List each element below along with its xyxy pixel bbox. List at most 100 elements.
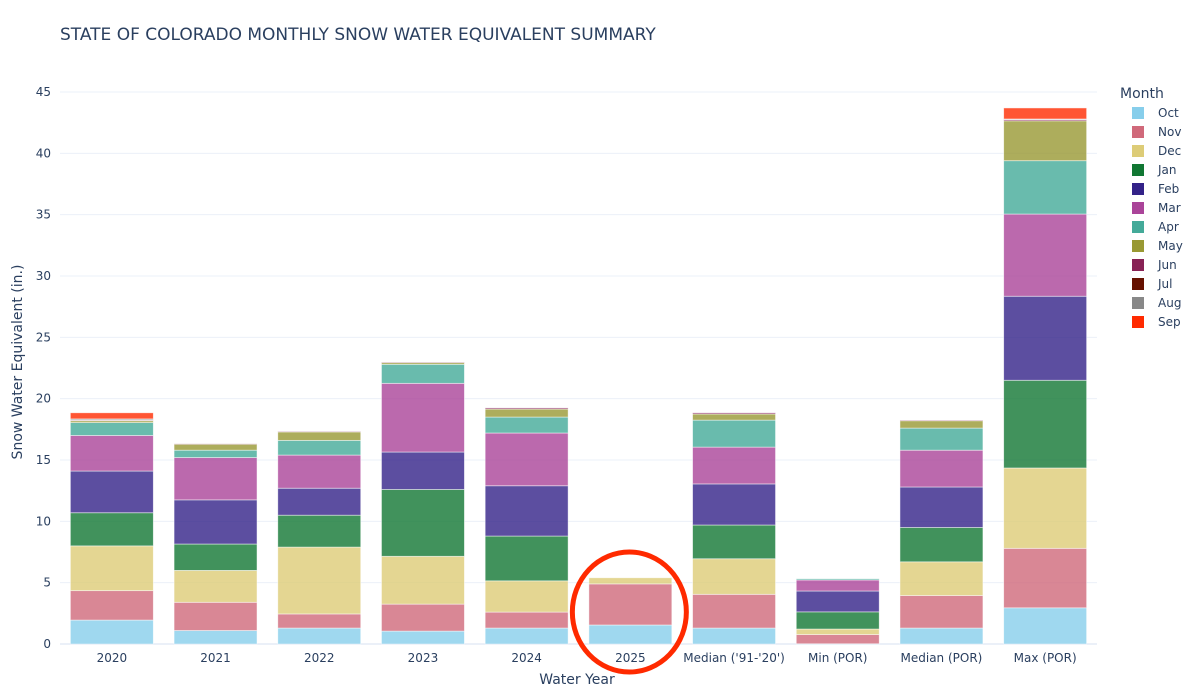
legend-item-apr[interactable]: Apr [1132,220,1179,234]
bar-segment-apr[interactable] [69,422,154,436]
bar-segment-feb[interactable] [795,590,880,613]
bar-segment-jan[interactable] [381,489,465,557]
legend-item-jun[interactable]: Jun [1132,258,1177,272]
bar-segment-nov[interactable] [1003,547,1088,609]
y-tick-label: 45 [36,85,51,99]
bar-segment-nov[interactable] [899,595,984,629]
y-tick-label: 15 [36,453,51,467]
bar-segment-apr[interactable] [381,363,465,384]
bar-segment-oct[interactable] [484,627,569,645]
legend-item-jan[interactable]: Jan [1132,163,1177,177]
bar-segment-jun[interactable] [899,419,984,422]
bar-segment-oct[interactable] [381,630,465,645]
bar-segment-sep[interactable] [1003,107,1088,120]
bar-segment-mar[interactable] [173,457,258,501]
bar-segment-jun[interactable] [692,412,776,415]
legend-item-mar[interactable]: Mar [1132,201,1181,215]
legend-label: Dec [1158,144,1181,158]
bar-segment-dec[interactable] [588,577,673,585]
bar-segment-nov[interactable] [795,634,880,645]
bar-segment-feb[interactable] [381,451,465,490]
bar-segment-oct[interactable] [277,627,362,645]
bar-segment-jan[interactable] [795,611,880,630]
bar-segment-dec[interactable] [173,570,258,603]
bar-segment-nov[interactable] [277,613,362,629]
bar-segment-nov[interactable] [692,593,776,629]
bar-segment-may[interactable] [484,408,569,418]
bar-segment-apr[interactable] [277,439,362,456]
bar-segment-feb[interactable] [484,485,569,537]
legend-item-feb[interactable]: Feb [1132,182,1179,196]
legend-label: Feb [1158,182,1179,196]
bar-segment-dec[interactable] [795,628,880,635]
bar-segment-feb[interactable] [899,486,984,528]
legend-item-sep[interactable]: Sep [1132,315,1181,329]
bar-segment-jun[interactable] [381,361,465,364]
bar-segment-nov[interactable] [381,603,465,632]
bar-segment-dec[interactable] [692,558,776,595]
bar-segment-oct[interactable] [173,630,258,645]
bar-segment-oct[interactable] [692,627,776,645]
bar-segment-dec[interactable] [484,580,569,613]
bar-segment-jan[interactable] [692,524,776,560]
bar-segment-mar[interactable] [692,446,776,485]
bar-segment-jan[interactable] [173,543,258,571]
bar-segment-jun[interactable] [484,407,569,410]
bar-segment-nov[interactable] [588,583,673,626]
bar-segment-apr[interactable] [899,427,984,451]
bar-segment-mar[interactable] [1003,213,1088,297]
legend-item-aug[interactable]: Aug [1132,296,1181,310]
bar-segment-mar[interactable] [899,449,984,488]
bar-segment-apr[interactable] [484,416,569,434]
bar-segment-nov[interactable] [484,611,569,629]
y-tick-label: 40 [36,146,51,160]
bar-segment-oct[interactable] [899,627,984,645]
bar-segment-sep[interactable] [69,412,154,420]
bar-segment-may[interactable] [277,431,362,441]
bar-segment-may[interactable] [692,413,776,421]
bar-segment-feb[interactable] [277,487,362,516]
legend-swatch [1132,316,1144,328]
bar-segment-apr[interactable] [1003,160,1088,215]
bar-segment-dec[interactable] [1003,467,1088,549]
bar-segment-feb[interactable] [692,483,776,526]
bar-segment-jan[interactable] [277,514,362,548]
bar-segment-may[interactable] [173,443,258,451]
bar-segment-jan[interactable] [899,527,984,563]
bar-segment-mar[interactable] [381,382,465,453]
bar-segment-nov[interactable] [173,601,258,631]
bar-segment-may[interactable] [1003,120,1088,162]
bar-segment-mar[interactable] [484,432,569,487]
bar-segment-dec[interactable] [899,561,984,596]
bar-segment-mar[interactable] [277,454,362,489]
legend-item-dec[interactable]: Dec [1132,144,1181,158]
bar-segment-jan[interactable] [1003,379,1088,469]
x-tick-label: 2024 [511,651,542,665]
legend-item-may[interactable]: May [1132,239,1183,253]
bar-segment-feb[interactable] [173,499,258,545]
bar-segment-jan[interactable] [484,535,569,582]
bar-segment-oct[interactable] [69,619,154,645]
bar-segment-oct[interactable] [1003,607,1088,645]
bar-segment-jun[interactable] [277,431,362,433]
bar-segment-feb[interactable] [1003,295,1088,381]
legend-item-oct[interactable]: Oct [1132,106,1179,120]
legend-label: Nov [1158,125,1181,139]
legend-item-nov[interactable]: Nov [1132,125,1181,139]
bar-segment-dec[interactable] [381,555,465,605]
bar-segment-jan[interactable] [69,512,154,547]
bar-segment-mar[interactable] [795,579,880,592]
bar-segment-oct[interactable] [588,624,673,645]
bar-segment-jun[interactable] [173,443,258,445]
bar-segment-mar[interactable] [69,435,154,472]
bar-segment-feb[interactable] [69,470,154,514]
bar-segment-dec[interactable] [277,546,362,615]
bar-segment-may[interactable] [899,420,984,429]
bar-segment-dec[interactable] [69,545,154,592]
bar-segment-apr[interactable] [692,419,776,448]
legend-item-jul[interactable]: Jul [1132,277,1172,291]
bar-segment-apr[interactable] [795,578,880,581]
bar-segment-apr[interactable] [173,449,258,458]
bar-segment-nov[interactable] [69,590,154,621]
